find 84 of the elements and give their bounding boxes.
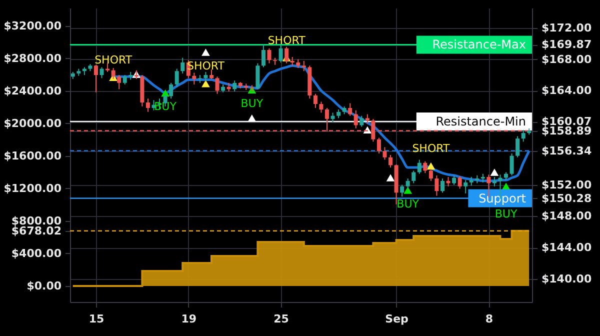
point <box>202 80 210 88</box>
ref-line-label: Support <box>478 191 526 206</box>
candlestick <box>313 93 318 108</box>
y-tick-label: $1200.00 <box>4 182 62 195</box>
x-tick-label: Sep <box>385 312 409 326</box>
y-tick-label: $800.00 <box>11 214 62 228</box>
candlestick <box>510 152 514 176</box>
candlestick <box>376 137 381 154</box>
y-tick-label: $3200.00 <box>4 19 62 32</box>
candlestick <box>452 174 456 186</box>
point <box>490 168 499 176</box>
y2-tick-label: $156.34 <box>542 144 592 158</box>
candlestick <box>406 178 410 190</box>
y-tick-label: $400.00 <box>11 246 62 260</box>
point <box>386 174 395 182</box>
candlestick <box>330 112 335 123</box>
y2-tick-label: $148.00 <box>542 210 592 223</box>
annotation: BUY <box>240 96 264 110</box>
candlestick <box>319 101 324 114</box>
candlestick <box>122 74 127 85</box>
y2-tick-label: $172.00 <box>542 21 592 34</box>
candlestick <box>388 154 393 168</box>
candlestick <box>232 80 237 92</box>
candlestick <box>100 66 104 79</box>
candlestick <box>117 74 122 90</box>
y2-tick-label: $150.28 <box>542 192 592 205</box>
candlestick <box>302 60 306 72</box>
candlestick <box>174 68 179 88</box>
candlestick <box>146 98 150 112</box>
y2-tick-label: $152.00 <box>542 178 592 192</box>
candlestick <box>360 115 364 128</box>
candlestick <box>180 57 185 74</box>
y-tick-label: $2800.00 <box>4 52 62 65</box>
candlestick <box>198 74 202 84</box>
candlestick <box>434 174 439 196</box>
candlestick <box>261 44 266 68</box>
candlestick <box>423 160 428 174</box>
candlestick <box>192 72 196 85</box>
y2-tick-label: $169.87 <box>542 38 592 52</box>
annotation: SHORT <box>94 53 132 66</box>
candlestick <box>204 71 208 82</box>
candlestick <box>278 44 283 63</box>
candlestick <box>382 146 387 160</box>
candlestick <box>400 184 404 198</box>
y-tick-label: $2000.00 <box>4 116 62 130</box>
candlestick <box>516 136 520 158</box>
ref-line-label: Resistance-Max <box>432 38 526 52</box>
x-tick-label: 15 <box>88 312 104 326</box>
candlestick <box>111 67 116 80</box>
candlestick <box>284 46 289 64</box>
candlestick <box>169 82 174 100</box>
x-tick-label: 19 <box>181 312 197 326</box>
point <box>426 162 436 170</box>
annotation: SHORT <box>268 34 306 47</box>
point <box>404 186 412 194</box>
candlestick <box>464 180 468 194</box>
candlestick <box>215 76 220 94</box>
candlestick <box>417 159 422 174</box>
y-tick-label: $0.00 <box>26 279 62 292</box>
annotation: BUY <box>396 197 420 210</box>
candlestick <box>521 129 526 142</box>
y2-tick-label: $164.00 <box>542 84 592 98</box>
y-tick-label: $2400.00 <box>4 84 62 98</box>
x-tick-label: 25 <box>274 312 289 326</box>
y2-tick-label: $144.00 <box>542 241 592 254</box>
candlestick <box>365 114 370 124</box>
candlestick <box>428 168 433 182</box>
candlestick <box>256 62 260 90</box>
candlestick <box>354 110 358 129</box>
y-tick-label: $1600.00 <box>4 149 62 162</box>
candlestick <box>348 102 352 116</box>
ref-line-label: Resistance-Min <box>436 114 526 129</box>
candlestick <box>412 170 416 184</box>
candlestick <box>458 176 462 190</box>
candlestick <box>371 118 376 142</box>
y2-tick-label: $168.00 <box>542 52 592 66</box>
point <box>202 48 210 56</box>
candlestick <box>440 178 444 194</box>
candlestick <box>267 48 272 64</box>
annotation: BUY <box>494 207 518 220</box>
y2-tick-label: $140.00 <box>542 272 592 286</box>
annotation: SHORT <box>412 142 450 155</box>
x-tick-label: 8 <box>485 312 494 326</box>
candlestick <box>94 64 98 93</box>
